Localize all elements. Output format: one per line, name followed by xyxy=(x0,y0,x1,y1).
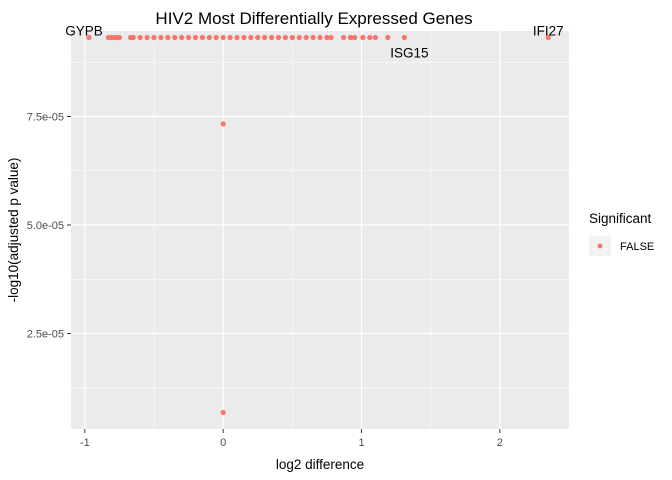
data-point xyxy=(227,34,233,41)
minor-grid xyxy=(71,31,569,429)
legend: Significant FALSE xyxy=(589,211,654,256)
data-point xyxy=(248,34,254,41)
x-axis: -1 0 1 2 xyxy=(80,429,503,449)
legend-title: Significant xyxy=(589,211,652,226)
data-point xyxy=(234,34,240,41)
data-point xyxy=(172,34,178,41)
data-points xyxy=(86,34,551,416)
data-point xyxy=(351,34,358,41)
data-point xyxy=(220,34,226,41)
point-label: ISG15 xyxy=(390,46,428,61)
legend-key-point xyxy=(597,243,603,249)
data-point xyxy=(328,34,334,41)
data-point xyxy=(137,34,143,41)
data-point xyxy=(220,121,226,127)
y-tick-label: 2.5e-05 xyxy=(27,329,64,341)
data-point xyxy=(179,34,185,41)
data-point xyxy=(289,34,295,41)
data-point xyxy=(367,34,373,41)
data-point xyxy=(324,34,330,41)
data-point xyxy=(86,34,92,41)
data-point xyxy=(282,34,289,41)
data-point xyxy=(158,34,164,41)
data-point xyxy=(130,34,136,41)
data-point xyxy=(340,34,347,41)
point-labels: GYPB ISG15 IFI27 xyxy=(65,24,563,61)
data-point xyxy=(372,34,378,41)
x-tick-label: 2 xyxy=(497,437,503,449)
data-point xyxy=(241,34,247,41)
data-point xyxy=(144,34,150,41)
data-point xyxy=(360,34,366,41)
y-axis-title: -log10(adjusted p value) xyxy=(6,158,21,303)
data-point xyxy=(317,34,323,41)
x-tick-label: 1 xyxy=(358,437,364,449)
chart-title: HIV2 Most Differentially Expressed Genes xyxy=(155,9,472,28)
data-point xyxy=(347,34,354,41)
y-tick-label: 5.0e-05 xyxy=(27,220,64,232)
data-point xyxy=(268,34,275,41)
data-point xyxy=(401,34,407,41)
data-point xyxy=(206,34,212,41)
data-point xyxy=(303,34,309,41)
data-point xyxy=(385,34,391,41)
data-point xyxy=(220,409,226,416)
data-point xyxy=(213,34,219,41)
data-point xyxy=(296,34,302,41)
plot-panel xyxy=(71,31,569,429)
point-label: GYPB xyxy=(65,24,103,39)
data-point xyxy=(275,34,282,41)
y-tick-label: 7.5e-05 xyxy=(27,112,64,124)
data-point xyxy=(116,34,123,41)
data-point xyxy=(151,34,157,41)
data-point xyxy=(310,34,316,41)
point-label: IFI27 xyxy=(533,24,564,39)
y-axis: 2.5e-05 5.0e-05 7.5e-05 xyxy=(27,112,71,341)
data-point xyxy=(255,34,261,41)
data-point xyxy=(199,34,206,41)
major-grid xyxy=(71,31,569,429)
data-point xyxy=(165,34,171,41)
data-point xyxy=(545,34,551,41)
x-tick-label: -1 xyxy=(80,437,90,449)
x-tick-label: 0 xyxy=(220,437,226,449)
data-point xyxy=(262,34,268,41)
data-point xyxy=(185,34,192,41)
data-point xyxy=(192,34,199,41)
x-axis-title: log2 difference xyxy=(276,457,364,472)
legend-label: FALSE xyxy=(620,241,654,253)
